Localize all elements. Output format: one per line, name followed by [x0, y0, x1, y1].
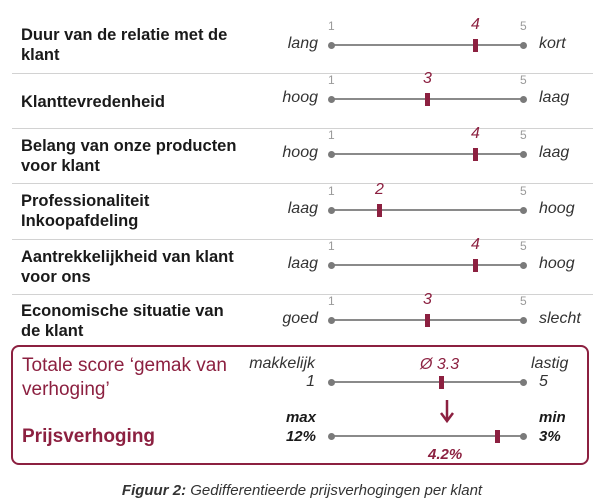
score-marker: [377, 204, 382, 217]
total-score-title: Totale score ‘gemak van verhoging’: [22, 355, 227, 400]
score-marker: [473, 148, 478, 161]
factor-label: Economische situatie van de klant: [21, 302, 224, 340]
price-min-pct: 3%: [539, 428, 561, 445]
total-average-label: Ø 3.3: [420, 356, 460, 373]
factor-label: Duur van de relatie met de klant: [21, 26, 228, 64]
scale-right-label: laag: [539, 144, 570, 161]
scale-right-label: hoog: [539, 255, 575, 272]
total-right-num: 5: [539, 373, 548, 390]
price-max-label: max: [285, 409, 316, 426]
price-min-label: min: [539, 409, 566, 426]
scale-end-dot: [520, 42, 527, 49]
scale-line: [331, 264, 523, 266]
total-score-marker: [439, 376, 445, 389]
scale-min-label: 1: [328, 184, 335, 198]
scale-right-label: laag: [539, 89, 570, 106]
scale-line: [331, 435, 523, 437]
caption-text: Gedifferentieerde prijsverhogingen per k…: [186, 482, 483, 499]
price-value-label: 4.2%: [428, 446, 463, 463]
scale-max-label: 5: [520, 19, 527, 33]
scale-end-dot: [520, 151, 527, 158]
score-value-label: 3: [423, 291, 432, 308]
factor-row: Belang van onze producten voor klant: [12, 129, 593, 184]
scale-end-dot: [520, 96, 527, 103]
scale-min-label: 1: [328, 294, 335, 308]
factor-row: Duur van de relatie met de klant: [12, 8, 593, 74]
scale-end-dot: [520, 317, 527, 324]
scale-max-label: 5: [520, 73, 527, 87]
factor-row: Aantrekkelijkheid van klant voor ons: [12, 240, 593, 295]
caption-prefix: Figuur 2:: [121, 482, 187, 499]
factor-row: Professionaliteit Inkoopafdeling: [12, 184, 593, 240]
scale-line: [331, 153, 523, 155]
scale-right-label: kort: [539, 35, 566, 52]
price-increase-title: Prijsverhoging: [22, 426, 156, 447]
scale-right-label: slecht: [539, 310, 581, 327]
score-marker: [473, 39, 478, 52]
factor-row: Economische situatie van de klant: [12, 295, 593, 343]
total-score-box: [11, 345, 589, 465]
factor-label: Aantrekkelijkheid van klant voor ons: [21, 248, 234, 286]
scale-start-dot: [328, 379, 335, 386]
score-marker: [473, 259, 478, 272]
scale-min-label: 1: [328, 73, 335, 87]
scale-end-dot: [520, 207, 527, 214]
scale-line: [331, 44, 523, 46]
score-value-label: 3: [423, 70, 432, 87]
scale-end-dot: [520, 379, 527, 386]
scale-min-label: 1: [328, 19, 335, 33]
scale-right-label: hoog: [539, 200, 575, 217]
price-max-pct: 12%: [285, 428, 316, 445]
scale-end-dot: [520, 433, 527, 440]
score-marker: [425, 93, 430, 106]
scale-max-label: 5: [520, 184, 527, 198]
factor-label: Klanttevredenheid: [21, 93, 165, 111]
scale-min-label: 1: [328, 239, 335, 253]
down-arrow-icon: [440, 400, 454, 424]
total-left-num: 1: [306, 373, 315, 390]
figure-caption: Figuur 2: Gedifferentieerde prijsverhogi…: [0, 482, 604, 499]
scale-start-dot: [328, 207, 335, 214]
total-right-label: lastig: [531, 355, 569, 372]
score-value-label: 4: [471, 125, 480, 142]
scale-left-label: hoog: [282, 144, 318, 161]
factor-label: Belang van onze producten voor klant: [21, 137, 237, 175]
scale-start-dot: [328, 262, 335, 269]
scale-min-label: 1: [328, 128, 335, 142]
scale-max-label: 5: [520, 128, 527, 142]
score-value-label: 4: [471, 236, 480, 253]
factor-row: Klanttevredenheid: [12, 74, 593, 129]
score-value-label: 2: [375, 181, 384, 198]
scale-line: [331, 209, 523, 211]
scale-left-label: lang: [287, 35, 318, 52]
total-left-label: makkelijk: [249, 355, 315, 372]
score-value-label: 4: [471, 16, 480, 33]
scale-start-dot: [328, 42, 335, 49]
scale-max-label: 5: [520, 239, 527, 253]
scale-left-label: hoog: [282, 89, 318, 106]
factor-label: Professionaliteit Inkoopafdeling: [21, 192, 150, 230]
scale-start-dot: [328, 433, 335, 440]
scale-left-label: laag: [287, 200, 318, 217]
price-marker: [495, 430, 501, 443]
scale-start-dot: [328, 96, 335, 103]
score-marker: [425, 314, 430, 327]
scale-left-label: laag: [287, 255, 318, 272]
scale-start-dot: [328, 151, 335, 158]
scale-start-dot: [328, 317, 335, 324]
scale-line: [331, 381, 523, 383]
scale-max-label: 5: [520, 294, 527, 308]
scale-left-label: goed: [282, 310, 318, 327]
scale-end-dot: [520, 262, 527, 269]
